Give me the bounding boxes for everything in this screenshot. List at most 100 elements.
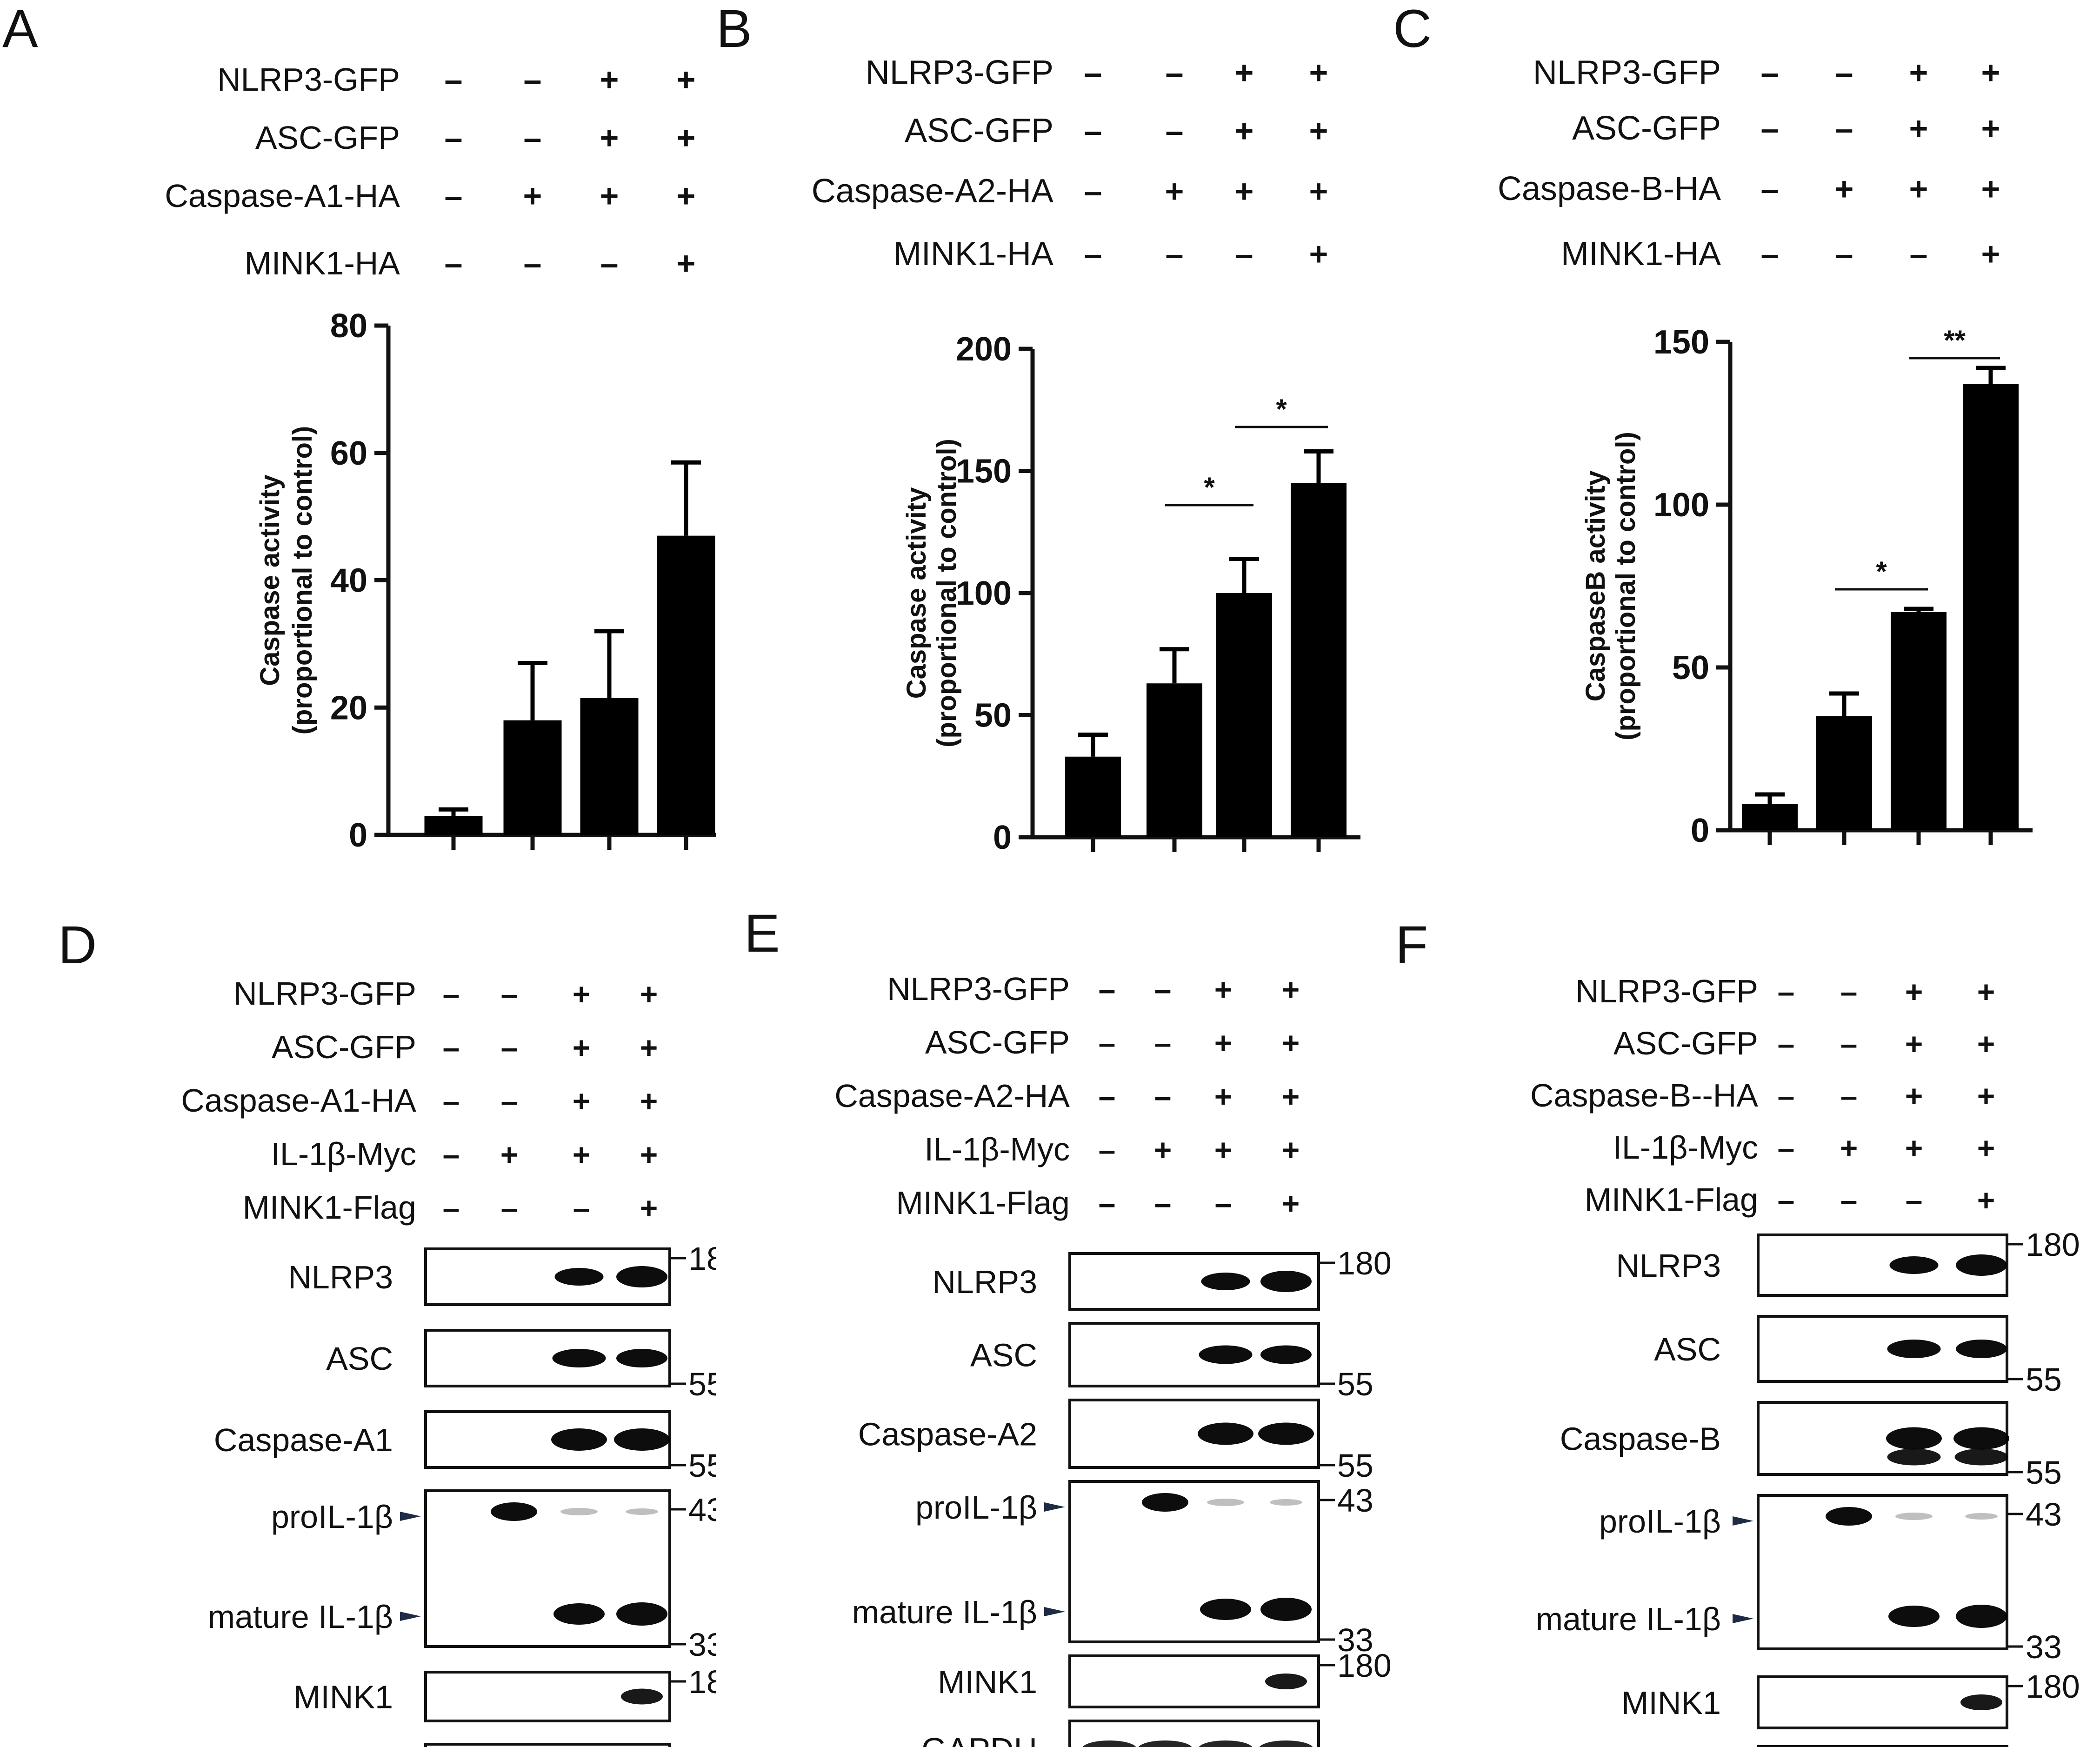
blot-row-label: Caspase-B <box>1560 1421 1721 1457</box>
y-axis-label-secondary: (proportional to control) <box>1611 432 1641 740</box>
blot-band <box>1198 1422 1253 1445</box>
blot-band <box>1265 1674 1307 1689</box>
molecular-weight-marker: 55 <box>688 1447 716 1484</box>
blot-row-label: NLRP3 <box>932 1264 1037 1300</box>
blot-d: NLRP3-GFP – – + +ASC-GFP – – + +Caspase-A1-HA – – +… <box>181 975 716 1747</box>
treatment-sign: + <box>573 977 591 1011</box>
bar <box>1816 716 1872 830</box>
blot-band <box>1888 1606 1940 1627</box>
treatment-sign: – <box>1084 113 1102 149</box>
treatment-sign: – <box>1761 110 1779 147</box>
treatment-label: ASC-GFP <box>925 1024 1070 1060</box>
treatment-sign: + <box>1977 1079 1995 1113</box>
treatment-sign: – <box>1761 171 1779 207</box>
blot-band <box>1954 1448 2008 1466</box>
bar <box>424 815 483 835</box>
treatment-sign: – <box>501 977 518 1011</box>
blot-band <box>626 1508 658 1515</box>
blot-band <box>1889 1256 1939 1274</box>
treatment-sign: + <box>640 1030 658 1065</box>
treatment-sign: – <box>501 1084 518 1118</box>
molecular-weight-marker: 180 <box>688 1664 716 1700</box>
molecular-weight-marker: 180 <box>688 1240 716 1277</box>
molecular-weight-marker: 33 <box>2026 1629 2062 1665</box>
treatment-label: IL-1β-Myc <box>924 1131 1070 1167</box>
blot-band <box>1887 1448 1941 1466</box>
treatment-sign: + <box>1840 1131 1858 1165</box>
treatment-label: ASC-GFP <box>905 112 1053 149</box>
blot-row-label: NLRP3 <box>288 1259 393 1295</box>
treatment-sign: – <box>524 245 542 281</box>
blot-row-label: ASC <box>970 1337 1037 1374</box>
blot-e: NLRP3-GFP – – + +ASC-GFP – – + +Caspase-A2-HA – – +… <box>834 971 1392 1747</box>
treatment-sign: + <box>600 178 619 214</box>
bar <box>657 535 715 835</box>
blot-box <box>424 1671 671 1722</box>
blot-band <box>1260 1271 1312 1292</box>
blot-row-label: MINK1 <box>1621 1685 1721 1721</box>
blot-band <box>1199 1740 1253 1747</box>
treatment-sign: – <box>443 977 460 1011</box>
y-axis-label: CaspaseB activity <box>1580 471 1611 701</box>
y-tick-label: 100 <box>1653 487 1709 524</box>
blot-band <box>614 1428 670 1451</box>
blot-row-label: ASC <box>1654 1331 1721 1367</box>
blot-row-label: proIL-1β <box>915 1489 1037 1526</box>
treatment-sign: – <box>600 245 619 281</box>
treatment-sign: + <box>1909 110 1928 147</box>
blot-band <box>551 1428 607 1451</box>
y-tick-label: 100 <box>956 575 1012 612</box>
blot-band <box>1082 1740 1136 1747</box>
y-tick-label: 50 <box>1672 649 1709 687</box>
panel-letter-c: C <box>1393 0 1432 59</box>
blot-band <box>1199 1345 1253 1364</box>
treatment-sign: – <box>1099 1079 1116 1114</box>
treatment-sign: + <box>1977 1027 1995 1061</box>
treatment-sign: + <box>1981 110 2000 147</box>
treatment-sign: + <box>1905 974 1923 1009</box>
y-axis-label-secondary: (proportional to control) <box>287 426 318 735</box>
treatment-sign: – <box>501 1030 518 1065</box>
treatment-sign: + <box>1977 1183 1995 1217</box>
blot-band <box>1270 1499 1302 1506</box>
blot-band <box>1200 1599 1251 1620</box>
treatment-sign: + <box>640 1137 658 1172</box>
treatment-sign: – <box>1084 173 1102 209</box>
panel-letter-b: B <box>716 0 752 59</box>
molecular-weight-marker: 33 <box>688 1627 716 1663</box>
treatment-sign: – <box>445 61 463 98</box>
treatment-sign: – <box>1910 236 1928 272</box>
treatment-sign: + <box>573 1084 591 1118</box>
molecular-weight-marker: 180 <box>1337 1245 1392 1281</box>
bar <box>1147 683 1202 837</box>
treatment-sign: – <box>1084 54 1102 91</box>
treatment-sign: + <box>1282 972 1300 1007</box>
treatment-label: Caspase-A1-HA <box>181 1082 416 1119</box>
significance-label: * <box>1876 556 1887 587</box>
treatment-sign: – <box>1835 236 1853 272</box>
blot-row-label: NLRP3 <box>1616 1247 1721 1284</box>
blot-row-label: MINK1 <box>938 1664 1037 1700</box>
treatment-sign: – <box>1154 1079 1172 1114</box>
treatment-label: NLRP3-GFP <box>217 61 400 98</box>
treatment-label: ASC-GFP <box>1613 1025 1758 1061</box>
treatment-sign: – <box>1835 54 1853 91</box>
y-tick-label: 80 <box>330 307 367 345</box>
treatment-sign: + <box>1309 236 1328 272</box>
blot-band <box>1260 1345 1312 1364</box>
treatment-sign: + <box>1981 54 2000 91</box>
treatment-sign: – <box>443 1030 460 1065</box>
treatment-sign: + <box>573 1137 591 1172</box>
treatment-sign: – <box>1154 1026 1172 1060</box>
treatment-sign: + <box>1214 972 1233 1007</box>
treatment-sign: – <box>1166 236 1184 272</box>
treatment-sign: – <box>1154 1186 1172 1220</box>
treatment-sign: – <box>443 1084 460 1118</box>
treatment-sign: – <box>443 1137 460 1172</box>
treatment-label: Caspase-A1-HA <box>165 178 400 214</box>
treatment-sign: + <box>573 1030 591 1065</box>
molecular-weight-marker: 33 <box>1337 1622 1373 1658</box>
treatment-sign: + <box>677 61 696 98</box>
treatment-label: ASC-GFP <box>272 1029 416 1065</box>
blot-band <box>616 1349 667 1367</box>
